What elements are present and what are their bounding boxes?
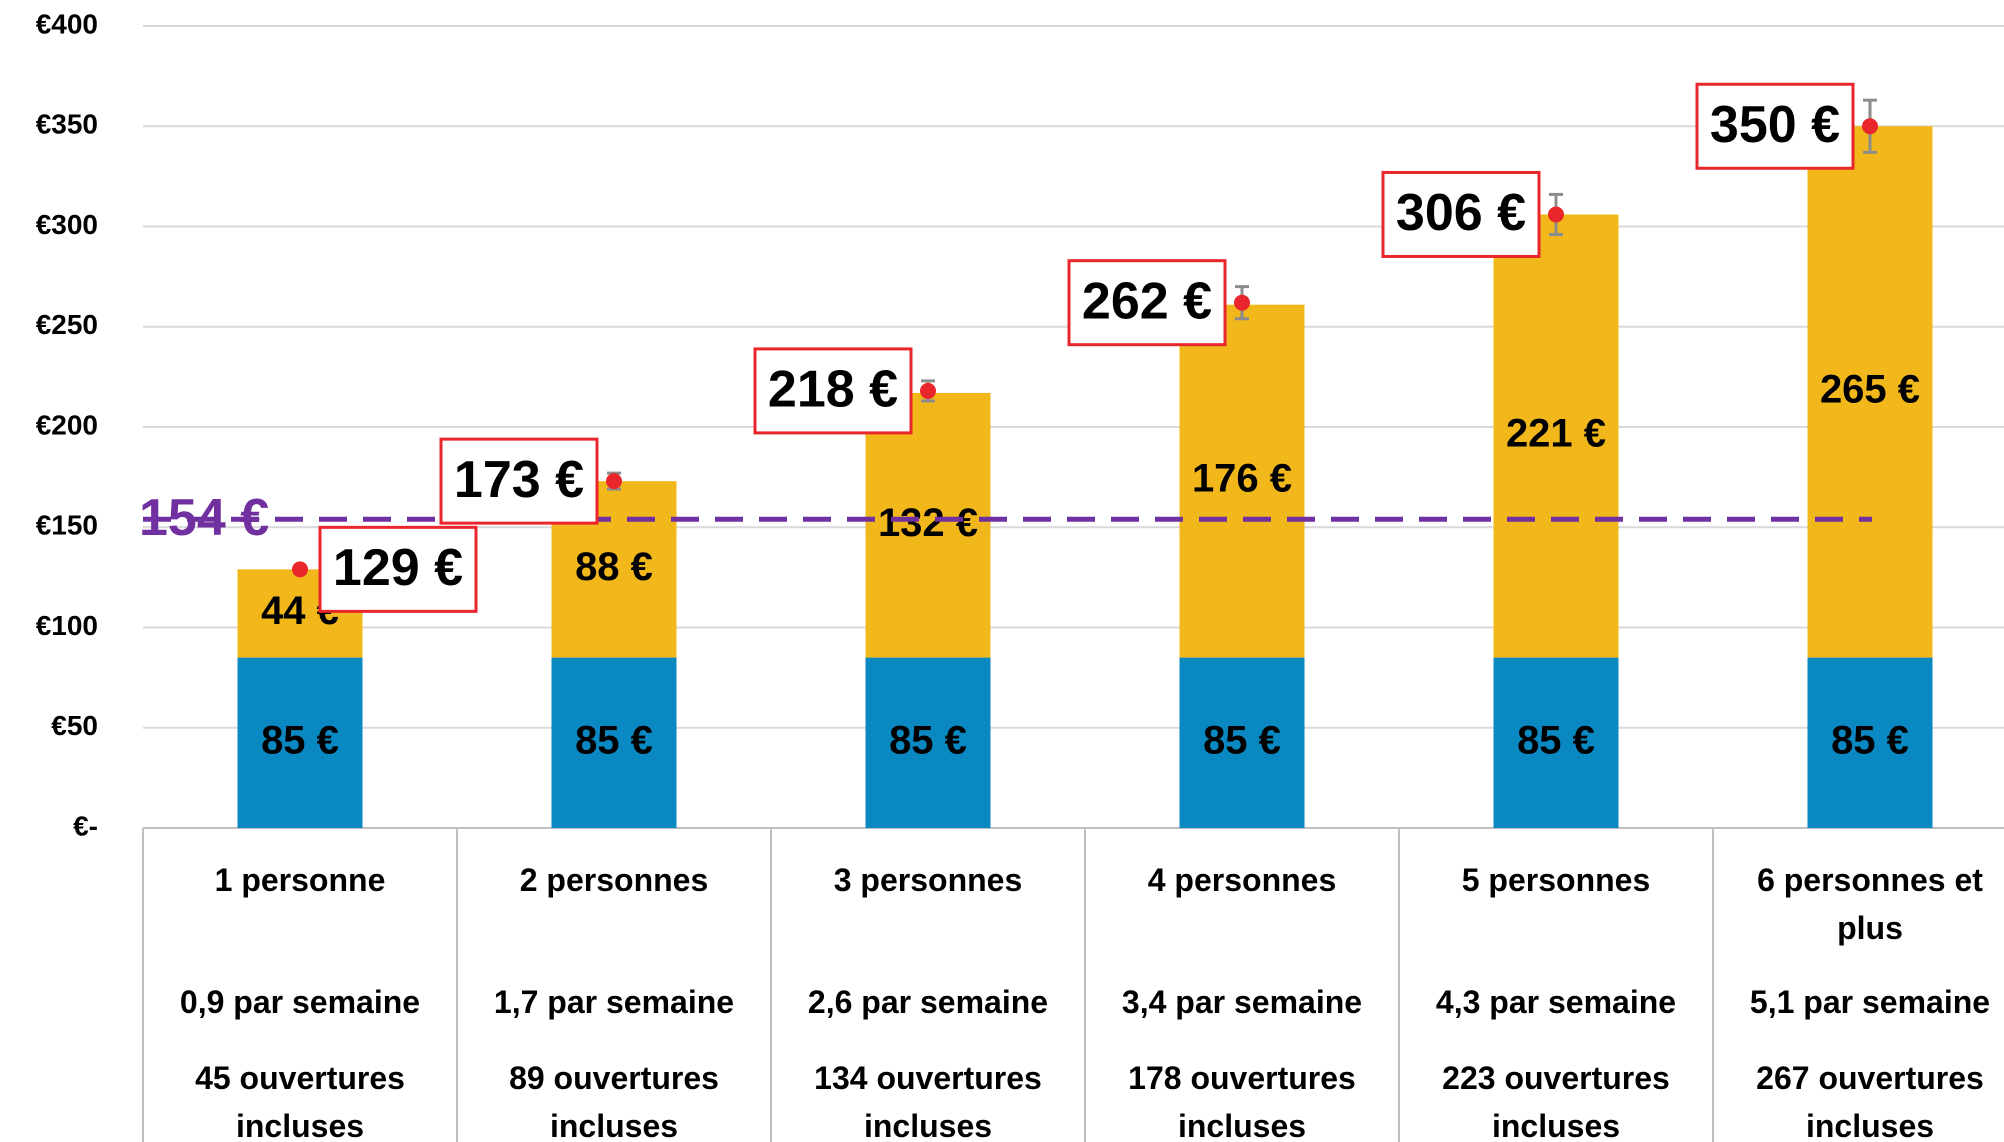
frequency-label: 0,9 par semaine <box>179 984 421 1020</box>
frequency-label: 4,3 par semaine <box>1435 984 1677 1020</box>
total-label: 262 € <box>1082 272 1212 330</box>
y-tick-label: €150 <box>36 510 98 541</box>
bar-segment <box>1179 657 1305 828</box>
frequency-label: 5,1 par semaine <box>1749 984 1991 1020</box>
y-tick-label: €200 <box>36 409 98 440</box>
y-tick-label: €50 <box>51 710 98 741</box>
y-tick-label: €300 <box>36 209 98 240</box>
frequency-label: 3,4 par semaine <box>1121 984 1363 1020</box>
data-label: 176 € <box>1192 457 1292 501</box>
total-label: 218 € <box>768 361 898 419</box>
y-tick-label: €400 <box>36 8 98 39</box>
total-marker <box>1548 206 1564 223</box>
openings-label: 134 ouvertures incluses <box>814 1060 1042 1142</box>
total-label-box <box>439 437 599 525</box>
data-label: 221 € <box>1506 412 1606 456</box>
openings-label: 223 ouvertures incluses <box>1442 1060 1670 1142</box>
bar-segment <box>1807 657 1933 828</box>
bar-segment <box>1493 214 1619 658</box>
openings-label: 178 ouvertures incluses <box>1128 1060 1356 1142</box>
data-label: 132 € <box>878 501 978 545</box>
y-tick-label: €100 <box>36 610 98 641</box>
bar-segment <box>865 657 991 828</box>
total-label-box <box>1381 170 1541 258</box>
total-marker <box>292 561 308 578</box>
data-label: 88 € <box>575 545 653 589</box>
bar-segment <box>551 657 677 828</box>
openings-label: 89 ouvertures incluses <box>509 1060 719 1142</box>
category-label: 3 personnes <box>833 862 1023 898</box>
total-label-box <box>753 347 913 435</box>
total-label: 129 € <box>333 539 463 597</box>
total-marker <box>1862 118 1878 135</box>
category-label: 6 personnes et plus <box>1757 862 1983 946</box>
data-label: 85 € <box>889 718 967 762</box>
total-marker <box>920 382 936 399</box>
bar-segment <box>237 657 363 828</box>
category-label: 5 personnes <box>1461 862 1651 898</box>
category-label: 2 personnes <box>519 862 709 898</box>
openings-label: 45 ouvertures incluses <box>195 1060 405 1142</box>
reference-label: 154 € <box>139 489 269 547</box>
data-label: 85 € <box>575 718 653 762</box>
y-tick-label: €250 <box>36 309 98 340</box>
bar-segment <box>1179 304 1305 658</box>
data-label: 85 € <box>1517 718 1595 762</box>
bar-segment <box>865 392 991 658</box>
frequency-label: 2,6 par semaine <box>807 984 1049 1020</box>
y-tick-label: €350 <box>36 109 98 140</box>
total-marker <box>606 473 622 490</box>
frequency-label: 1,7 par semaine <box>493 984 735 1020</box>
data-label: 85 € <box>1203 718 1281 762</box>
data-label: 85 € <box>1831 718 1909 762</box>
data-label: 85 € <box>261 718 339 762</box>
total-label-box <box>1695 82 1855 170</box>
total-label: 173 € <box>454 451 584 509</box>
data-label: 265 € <box>1820 367 1920 411</box>
category-label: 4 personnes <box>1147 862 1337 898</box>
total-marker <box>1234 294 1250 311</box>
total-label-box <box>1067 259 1227 347</box>
bar-segment <box>1807 126 1933 658</box>
category-label: 1 personne <box>214 862 386 898</box>
y-tick-label: €- <box>73 810 98 841</box>
total-label-box <box>318 525 478 613</box>
openings-label: 267 ouvertures incluses <box>1756 1060 1984 1142</box>
bar-segment <box>1493 657 1619 828</box>
total-label: 306 € <box>1396 184 1526 242</box>
total-label: 350 € <box>1710 96 1840 154</box>
